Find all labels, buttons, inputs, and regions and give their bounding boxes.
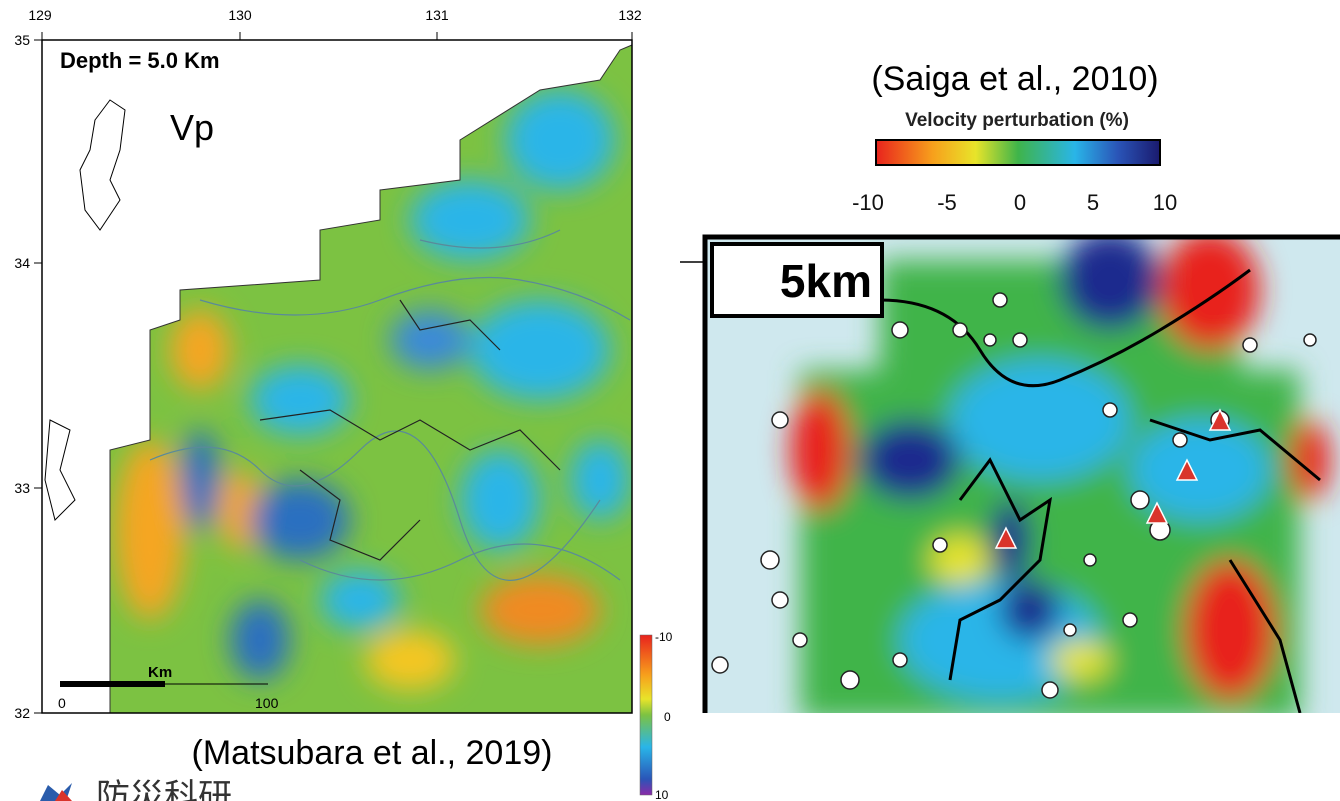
colorbar-label: 0 [1014, 190, 1026, 215]
colorbar-label: 5 [1087, 190, 1099, 215]
colorbar-label: 10 [655, 788, 669, 801]
x-tick-label: 130 [228, 7, 252, 23]
colorbar-label: -10 [655, 630, 673, 644]
map-label: 5km [780, 255, 872, 307]
citation: (Matsubara et al., 2019) [192, 734, 553, 772]
scale-start: 0 [58, 695, 66, 711]
logo-text: 防災科研 [96, 778, 232, 801]
scale-bar [60, 681, 165, 687]
y-tick-label: 32 [14, 705, 30, 721]
figure: 129 130 131 132 35 34 33 32 Depth = 5.0 … [0, 0, 1340, 801]
colorbar-label: 0 [664, 710, 671, 724]
x-tick-label: 129 [28, 7, 52, 23]
colorbar [640, 635, 652, 795]
colorbar-label: -5 [937, 190, 957, 215]
scale-end: 100 [255, 695, 279, 711]
scale-unit: Km [148, 664, 172, 681]
x-tick-label: 131 [425, 7, 449, 23]
map-title: Depth = 5.0 Km [60, 48, 220, 73]
citation: (Saiga et al., 2010) [871, 60, 1158, 98]
y-tick-label: 35 [14, 32, 30, 48]
logo: 防災科研 [40, 778, 232, 801]
x-tick-label: 132 [618, 7, 642, 23]
right-map: (Saiga et al., 2010) Velocity perturbati… [680, 60, 1340, 720]
y-tick-label: 34 [14, 255, 30, 271]
colorbar-label: 10 [1153, 190, 1177, 215]
map-label: Vp [170, 107, 214, 148]
colorbar-label: -10 [852, 190, 884, 215]
y-tick-label: 33 [14, 480, 30, 496]
colorbar-title: Velocity perturbation (%) [905, 110, 1129, 131]
colorbar [876, 140, 1160, 165]
left-map: 129 130 131 132 35 34 33 32 Depth = 5.0 … [14, 7, 672, 801]
